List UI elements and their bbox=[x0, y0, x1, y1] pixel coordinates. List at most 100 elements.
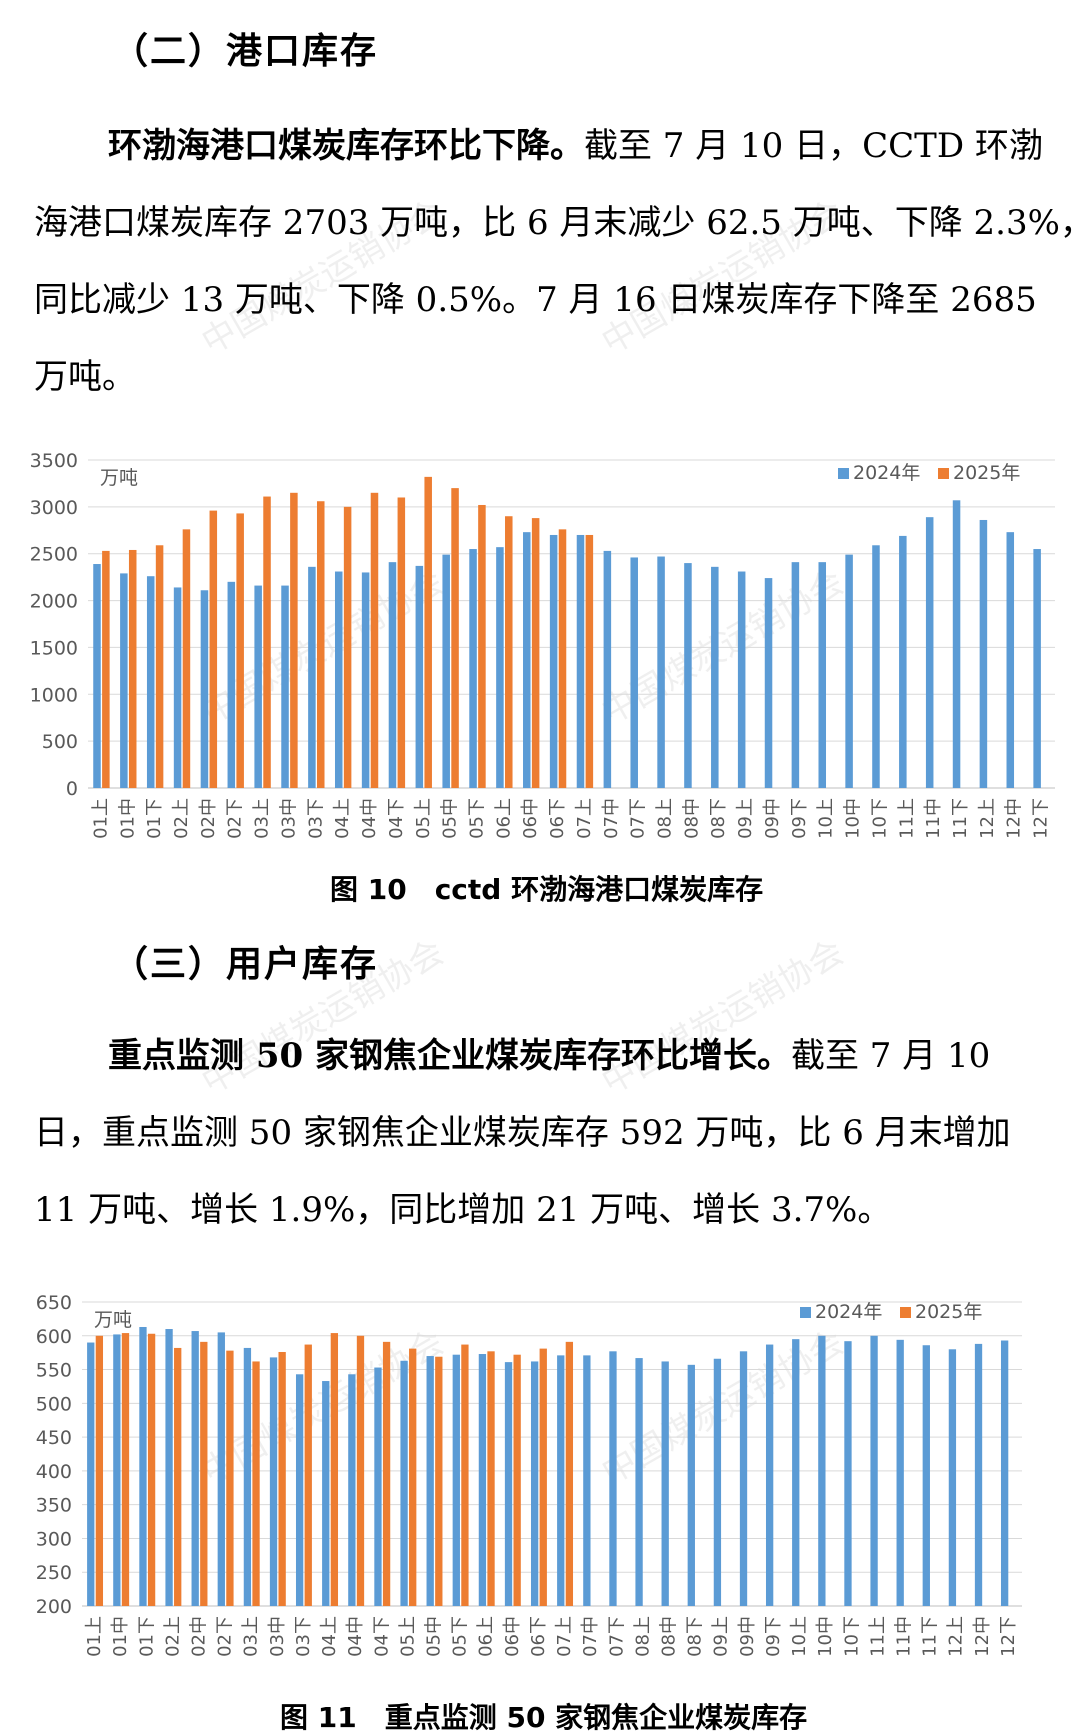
y-tick-label: 0 bbox=[66, 778, 78, 800]
bar-2024 bbox=[120, 573, 128, 788]
bar-2025 bbox=[370, 492, 379, 788]
bar-2024 bbox=[844, 1341, 852, 1606]
paragraph-line: 日，重点监测 50 家钢焦企业煤炭库存 592 万吨，比 6 月末增加 bbox=[34, 1113, 1011, 1153]
bar-2024 bbox=[635, 1358, 643, 1606]
x-tick-label: 12上 bbox=[946, 1616, 967, 1657]
legend-swatch bbox=[800, 1307, 811, 1318]
bar-2024 bbox=[952, 500, 961, 788]
x-tick-label: 10中 bbox=[815, 1616, 836, 1657]
legend-label: 2025年 bbox=[953, 462, 1020, 484]
bar-2025 bbox=[95, 1335, 104, 1606]
y-tick-label: 550 bbox=[36, 1360, 72, 1382]
x-tick-label: 04中 bbox=[345, 1616, 366, 1657]
bar-2024 bbox=[896, 1339, 904, 1606]
bar-2024 bbox=[818, 1335, 826, 1606]
x-tick-label: 04中 bbox=[359, 798, 380, 839]
bar-2025 bbox=[397, 497, 406, 788]
paragraph-port-inventory: 环渤海港口煤炭库存环比下降。截至 7 月 10 日，CCTD 环渤 海港口煤炭库… bbox=[34, 108, 1080, 416]
paragraph-text: 截至 7 月 10 日，CCTD 环渤 bbox=[584, 126, 1043, 166]
x-tick-label: 12下 bbox=[998, 1616, 1019, 1657]
bar-2025 bbox=[330, 1333, 339, 1606]
x-tick-label: 05上 bbox=[413, 798, 434, 839]
bar-2024 bbox=[496, 547, 504, 788]
bar-2025 bbox=[424, 476, 432, 788]
paragraph-line: 万吨。 bbox=[34, 357, 136, 397]
x-tick-label: 11中 bbox=[923, 798, 944, 839]
bar-2024 bbox=[630, 557, 638, 788]
bar-2025 bbox=[200, 1341, 208, 1606]
bar-2025 bbox=[382, 1341, 391, 1606]
bar-2024 bbox=[442, 554, 450, 788]
section-heading-user-inventory: （三）用户库存 bbox=[112, 943, 379, 985]
x-tick-label: 04上 bbox=[319, 1616, 340, 1657]
bar-2024 bbox=[452, 1354, 460, 1606]
paragraph-user-inventory: 重点监测 50 家钢焦企业煤炭库存环比增长。截至 7 月 10 日，重点监测 5… bbox=[34, 1018, 1054, 1249]
bar-2025 bbox=[585, 534, 594, 788]
bar-2025 bbox=[121, 1333, 130, 1606]
y-tick-label: 1500 bbox=[30, 637, 78, 659]
bar-2024 bbox=[792, 1339, 800, 1606]
x-tick-label: 10中 bbox=[843, 798, 864, 839]
bar-2024 bbox=[899, 535, 907, 788]
x-tick-label: 08上 bbox=[655, 798, 676, 839]
bar-2024 bbox=[322, 1381, 330, 1606]
bar-2024 bbox=[684, 563, 692, 788]
bar-2024 bbox=[764, 578, 773, 788]
bar-2024 bbox=[191, 1331, 199, 1606]
paragraph-lead: 重点监测 50 家钢焦企业煤炭库存环比增长。 bbox=[108, 1036, 791, 1076]
x-tick-label: 01下 bbox=[144, 798, 165, 839]
y-tick-label: 1000 bbox=[30, 684, 78, 706]
bar-2024 bbox=[415, 565, 424, 788]
y-tick-label: 500 bbox=[36, 1393, 72, 1415]
x-tick-label: 03中 bbox=[278, 798, 299, 839]
bar-2025 bbox=[236, 513, 244, 788]
x-tick-label: 10上 bbox=[789, 1616, 810, 1657]
bar-2024 bbox=[87, 1342, 95, 1606]
bar-2024 bbox=[348, 1374, 356, 1606]
bar-2025 bbox=[435, 1356, 443, 1606]
legend-label: 2025年 bbox=[915, 1301, 982, 1323]
x-tick-label: 09上 bbox=[711, 1616, 732, 1657]
bar-2024 bbox=[308, 566, 316, 788]
bar-2024 bbox=[113, 1334, 121, 1606]
x-tick-label: 06下 bbox=[528, 1616, 549, 1657]
bar-2024 bbox=[818, 562, 827, 788]
bar-2024 bbox=[139, 1326, 147, 1606]
x-tick-label: 09上 bbox=[735, 798, 756, 839]
paragraph-line: 环渤海港口煤炭库存环比下降。截至 7 月 10 日，CCTD 环渤 bbox=[34, 108, 1054, 185]
x-tick-label: 04下 bbox=[386, 798, 407, 839]
x-tick-label: 01上 bbox=[84, 1616, 105, 1657]
bar-2024 bbox=[657, 556, 665, 788]
bar-2024 bbox=[925, 517, 934, 788]
legend-label: 2024年 bbox=[853, 462, 920, 484]
x-tick-label: 09中 bbox=[737, 1616, 758, 1657]
unit-label: 万吨 bbox=[100, 467, 138, 489]
bar-2024 bbox=[557, 1355, 565, 1606]
section-heading-port-inventory: （二）港口库存 bbox=[112, 30, 379, 72]
x-tick-label: 05下 bbox=[466, 798, 487, 839]
y-tick-label: 650 bbox=[36, 1292, 72, 1314]
bar-2024 bbox=[687, 1364, 695, 1606]
bar-2024 bbox=[361, 572, 370, 788]
figure-caption-11: 图 11 重点监测 50 家钢焦企业煤炭库存 bbox=[280, 1701, 808, 1734]
bar-2024 bbox=[295, 1374, 304, 1606]
x-tick-label: 10上 bbox=[816, 798, 837, 839]
bar-2024 bbox=[269, 1357, 278, 1606]
bar-2024 bbox=[739, 1351, 748, 1606]
x-tick-label: 07中 bbox=[580, 1616, 601, 1657]
bar-2025 bbox=[356, 1335, 365, 1606]
bar-2024 bbox=[1006, 532, 1015, 788]
y-tick-label: 250 bbox=[36, 1562, 72, 1584]
x-tick-label: 08中 bbox=[681, 798, 702, 839]
bar-2025 bbox=[558, 529, 567, 788]
bar-2024 bbox=[1000, 1340, 1009, 1606]
x-tick-label: 07中 bbox=[601, 798, 622, 839]
x-tick-label: 07上 bbox=[574, 798, 595, 839]
bar-2025 bbox=[565, 1341, 574, 1606]
bar-2025 bbox=[478, 504, 486, 788]
bar-2024 bbox=[661, 1361, 669, 1606]
bar-2024 bbox=[426, 1356, 434, 1606]
bar-2024 bbox=[469, 549, 477, 788]
x-tick-label: 05中 bbox=[424, 1616, 445, 1657]
x-tick-label: 01上 bbox=[90, 798, 111, 839]
